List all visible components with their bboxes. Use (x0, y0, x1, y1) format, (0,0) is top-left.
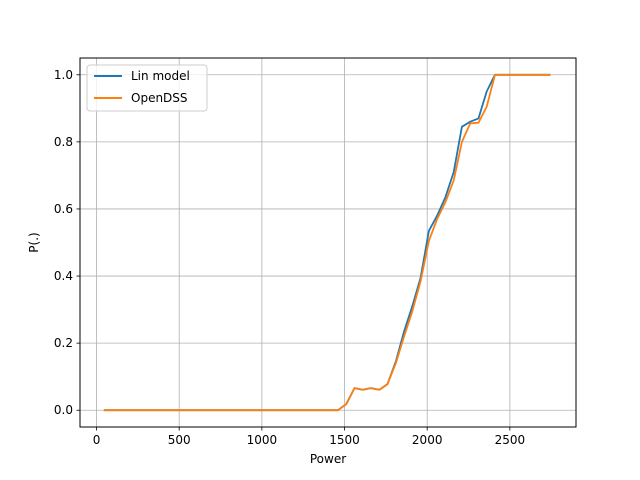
y-tick-label: 1.0 (54, 68, 73, 82)
series-line-opendss (103, 73, 551, 412)
axis-ticks: 0 500 1000 1500 2000 2500 0.0 0.2 0.4 0.6 0.8 1.0 (54, 68, 525, 447)
series-lines (103, 73, 551, 412)
grid (80, 58, 576, 427)
x-tick-label: 0 (93, 433, 101, 447)
y-tick-label: 0.8 (54, 135, 73, 149)
plot-frame (79, 57, 577, 428)
x-tick-label: 2000 (412, 433, 443, 447)
x-tick-label: 1000 (247, 433, 278, 447)
y-tick-label: 0.0 (54, 403, 73, 417)
x-tick-label: 1500 (329, 433, 360, 447)
y-tick-label: 0.6 (54, 202, 73, 216)
legend-label-lin-model: Lin model (131, 69, 190, 83)
x-tick-label: 2500 (495, 433, 526, 447)
y-axis-label: P(.) (27, 232, 41, 252)
x-tick-label: 500 (168, 433, 191, 447)
legend: Lin model OpenDSS (86, 64, 208, 112)
legend-label-opendss: OpenDSS (131, 91, 188, 105)
x-axis-label: Power (310, 452, 346, 466)
y-tick-label: 0.2 (54, 336, 73, 350)
y-tick-label: 0.4 (54, 269, 73, 283)
